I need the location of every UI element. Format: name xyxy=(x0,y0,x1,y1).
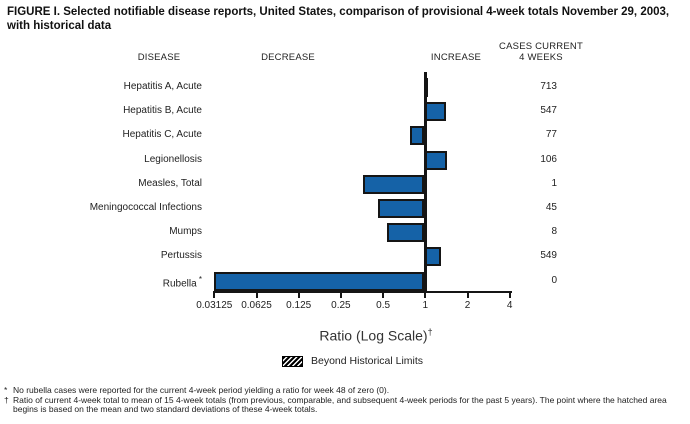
disease-label: Hepatitis C, Acute xyxy=(122,129,202,141)
footnotes: * No rubella cases were reported for the… xyxy=(4,385,686,415)
x-axis-tick xyxy=(382,293,385,298)
disease-label: Rubella * xyxy=(162,274,202,289)
x-axis-title-dagger: † xyxy=(427,327,433,337)
cases-current-value: 106 xyxy=(540,153,557,165)
x-axis-tick-label: 0.125 xyxy=(286,300,312,311)
column-header-decrease: DECREASE xyxy=(261,52,315,63)
column-header-cases-line1: CASES CURRENT xyxy=(499,41,583,52)
cases-current-value: 77 xyxy=(545,129,557,141)
x-axis-line xyxy=(213,291,512,293)
cases-current-value: 8 xyxy=(551,226,557,238)
cases-current-value: 1 xyxy=(551,177,557,189)
disease-label: Pertussis xyxy=(160,250,202,262)
cases-current-value: 45 xyxy=(545,202,557,213)
x-axis-tick-label: 2 xyxy=(464,300,471,311)
cases-current-value: 713 xyxy=(540,81,557,92)
footnote-marker-dagger: † xyxy=(4,394,9,405)
x-axis-tick-label: 1 xyxy=(422,300,429,311)
ratio-bar xyxy=(378,199,425,218)
column-header-disease: DISEASE xyxy=(137,52,181,63)
legend-label: Beyond Historical Limits xyxy=(311,355,424,367)
ratio-bar xyxy=(410,126,425,146)
legend: Beyond Historical Limits xyxy=(282,355,423,367)
footnote-text: Ratio of current 4-week total to mean of… xyxy=(13,394,667,414)
disease-footnote-marker: * xyxy=(196,274,202,284)
disease-label: Hepatitis B, Acute xyxy=(123,105,202,117)
x-axis-title: Ratio (Log Scale)† xyxy=(319,327,432,344)
disease-label: Meningococcal Infections xyxy=(89,202,202,213)
ratio-bar xyxy=(424,247,441,267)
x-axis-tick-label: 0.0625 xyxy=(241,300,272,311)
hatched-swatch-icon xyxy=(282,355,303,367)
disease-label: Legionellosis xyxy=(144,153,202,165)
footnote-ratio: † Ratio of current 4-week total to mean … xyxy=(4,394,686,415)
x-axis-tick xyxy=(213,293,216,298)
column-header-increase: INCREASE xyxy=(430,52,482,63)
x-axis-tick xyxy=(466,293,469,298)
x-axis-title-text: Ratio (Log Scale) xyxy=(319,327,428,344)
x-axis-tick xyxy=(339,293,342,298)
ratio-bar xyxy=(386,223,425,243)
footnote-marker-asterisk: * xyxy=(4,385,8,395)
ratio-bar xyxy=(424,150,448,170)
x-axis-tick xyxy=(255,293,258,298)
x-axis-tick-label: 4 xyxy=(506,300,513,311)
cases-current-value: 549 xyxy=(540,250,557,262)
baseline-ratio-1-line xyxy=(424,72,427,293)
x-axis-tick-label: 0.03125 xyxy=(196,300,233,311)
column-header-cases-line2: 4 WEEKS xyxy=(519,52,563,63)
ratio-bar xyxy=(363,174,425,194)
ratio-bar xyxy=(424,102,447,122)
x-axis-tick xyxy=(297,293,300,298)
disease-label: Measles, Total xyxy=(138,177,202,189)
x-axis-tick xyxy=(424,293,427,298)
column-header-cases: CASES CURRENT 4 WEEKS xyxy=(499,41,583,63)
x-axis-tick-label: 0.5 xyxy=(376,300,391,311)
disease-label: Hepatitis A, Acute xyxy=(123,81,202,92)
disease-label: Mumps xyxy=(169,226,202,238)
footnote-text: No rubella cases were reported for the c… xyxy=(13,385,390,395)
ratio-bar xyxy=(214,271,425,291)
cases-current-value: 0 xyxy=(551,274,557,286)
x-axis-tick-label: 0.25 xyxy=(331,300,351,311)
footnote-rubella: * No rubella cases were reported for the… xyxy=(4,385,686,396)
cases-current-value: 547 xyxy=(540,105,557,117)
figure-title: FIGURE I. Selected notifiable disease re… xyxy=(7,6,670,32)
x-axis-tick xyxy=(508,293,511,298)
